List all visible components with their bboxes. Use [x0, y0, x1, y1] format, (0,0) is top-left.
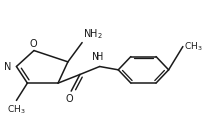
- Text: N: N: [92, 52, 99, 62]
- Text: N: N: [4, 61, 12, 72]
- Text: CH$_3$: CH$_3$: [184, 40, 203, 53]
- Text: O: O: [65, 94, 73, 104]
- Text: H: H: [96, 52, 103, 62]
- Text: O: O: [29, 39, 37, 49]
- Text: CH$_3$: CH$_3$: [7, 104, 26, 116]
- Text: NH$_2$: NH$_2$: [83, 27, 103, 41]
